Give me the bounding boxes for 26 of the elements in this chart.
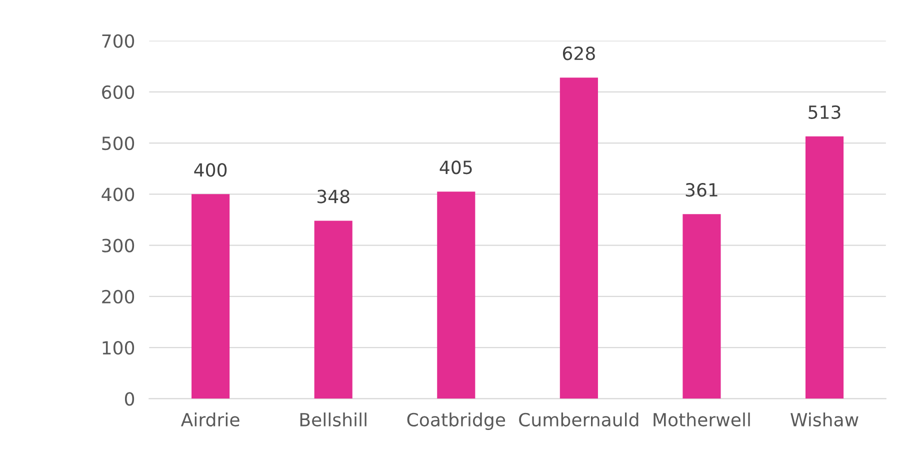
y-tick-label: 700 [102, 34, 134, 48]
data-label: 405 [440, 160, 472, 174]
x-tick-label: Wishaw [790, 412, 858, 427]
y-tick-label: 200 [102, 290, 134, 304]
bar [805, 136, 844, 399]
y-tick-label: 400 [102, 188, 134, 202]
y-tick-label: 600 [102, 85, 134, 100]
x-tick-label: Motherwell [654, 412, 750, 427]
data-label: 513 [808, 105, 840, 119]
data-label: 361 [686, 183, 718, 197]
data-label: 628 [562, 46, 595, 60]
bar [682, 214, 721, 399]
bar [314, 220, 352, 399]
y-tick-label: 500 [102, 136, 134, 150]
x-tick-label: Cumbernauld [519, 412, 638, 427]
data-label: 348 [317, 190, 350, 204]
x-tick-label: Bellshill [300, 412, 366, 427]
y-tick-label: 0 [124, 392, 134, 406]
bar [192, 194, 230, 399]
data-label: 400 [194, 163, 227, 177]
y-tick-label: 300 [102, 238, 134, 252]
x-tick-label: Airdrie [180, 412, 240, 427]
bar [560, 78, 598, 399]
y-tick-label: 100 [102, 340, 134, 355]
bar [437, 192, 476, 399]
x-tick-label: Coatbridge [407, 412, 506, 430]
